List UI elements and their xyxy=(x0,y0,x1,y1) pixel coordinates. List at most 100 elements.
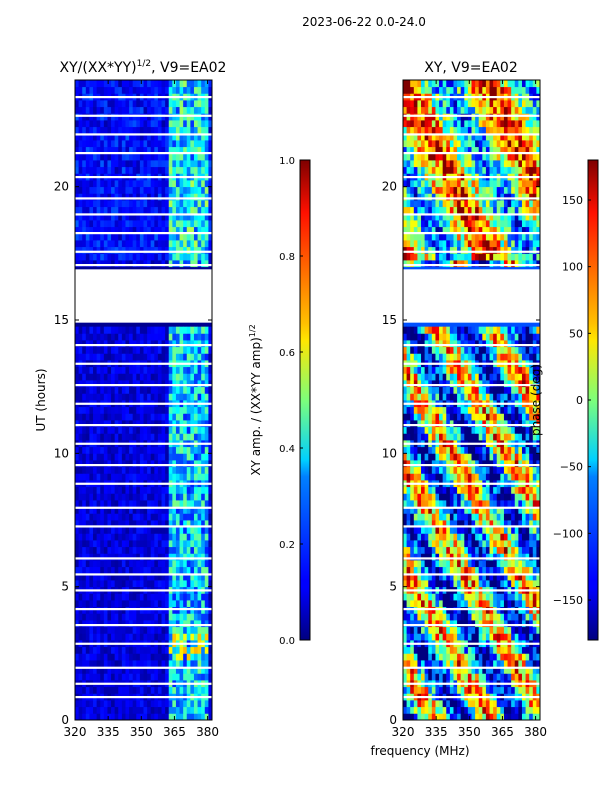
heatmap-cell xyxy=(204,153,209,161)
heatmap-cell xyxy=(482,493,487,501)
heatmap-cell xyxy=(521,553,526,561)
heatmap-cell xyxy=(503,646,508,654)
heatmap-cell xyxy=(453,633,458,641)
heatmap-cell xyxy=(139,353,144,361)
heatmap-cell xyxy=(150,200,155,208)
heatmap-cell xyxy=(208,560,212,568)
heatmap-cell xyxy=(129,246,134,254)
heatmap-cell xyxy=(129,213,134,221)
heatmap-cell xyxy=(168,393,173,401)
heatmap-cell xyxy=(172,573,177,581)
heatmap-cell xyxy=(204,700,209,708)
heatmap-cell xyxy=(136,166,141,174)
heatmap-cell xyxy=(208,706,212,714)
heatmap-cell xyxy=(518,573,523,581)
heatmap-cell xyxy=(435,453,440,461)
heatmap-cell xyxy=(161,80,166,88)
heatmap-cell xyxy=(100,506,105,514)
heatmap-cell xyxy=(193,160,198,168)
heatmap-cell xyxy=(475,573,480,581)
heatmap-cell xyxy=(453,580,458,588)
heatmap-cell xyxy=(147,106,152,114)
heatmap-cell xyxy=(201,493,206,501)
heatmap-cell xyxy=(193,346,198,354)
heatmap-cell xyxy=(500,686,505,694)
heatmap-cell xyxy=(75,353,80,361)
heatmap-cell xyxy=(471,446,476,454)
heatmap-cell xyxy=(518,606,523,614)
heatmap-cell xyxy=(129,560,134,568)
heatmap-cell xyxy=(532,633,537,641)
heatmap-cell xyxy=(410,446,415,454)
heatmap-cell xyxy=(96,406,101,414)
heatmap-cell xyxy=(190,666,195,674)
heatmap-cell xyxy=(500,666,505,674)
heatmap-cell xyxy=(136,580,141,588)
heatmap-cell xyxy=(406,620,411,628)
heatmap-cell xyxy=(165,326,170,334)
heatmap-cell xyxy=(157,140,162,148)
heatmap-cell xyxy=(172,620,177,628)
heatmap-cell xyxy=(154,333,159,341)
heatmap-cell xyxy=(482,660,487,668)
heatmap-cell xyxy=(93,86,98,94)
heatmap-cell xyxy=(157,106,162,114)
heatmap-cell xyxy=(175,380,180,388)
heatmap-cell xyxy=(208,80,212,88)
heatmap-cell xyxy=(471,646,476,654)
heatmap-cell xyxy=(82,420,87,428)
heatmap-cell xyxy=(82,393,87,401)
heatmap-cell xyxy=(190,653,195,661)
heatmap-cell xyxy=(121,526,126,534)
heatmap-cell xyxy=(125,120,130,128)
heatmap-cell xyxy=(186,193,191,201)
heatmap-cell xyxy=(154,346,159,354)
heatmap-cell xyxy=(85,120,90,128)
heatmap-cell xyxy=(111,386,116,394)
heatmap-cell xyxy=(424,500,429,508)
heatmap-cell xyxy=(111,446,116,454)
heatmap-cell xyxy=(111,246,116,254)
heatmap-cell xyxy=(85,186,90,194)
heatmap-cell xyxy=(89,120,94,128)
heatmap-cell xyxy=(428,546,433,554)
heatmap-cell xyxy=(428,520,433,528)
heatmap-cell xyxy=(183,226,188,234)
heatmap-cell xyxy=(89,420,94,428)
heatmap-cell xyxy=(89,340,94,348)
heatmap-cell xyxy=(417,580,422,588)
heatmap-cell xyxy=(507,553,512,561)
heatmap-cell xyxy=(514,560,519,568)
heatmap-cell xyxy=(118,146,123,154)
heatmap-cell xyxy=(457,613,462,621)
heatmap-cell xyxy=(500,446,505,454)
heatmap-cell xyxy=(208,546,212,554)
heatmap-cell xyxy=(190,133,195,141)
heatmap-cell xyxy=(139,340,144,348)
heatmap-cell xyxy=(93,226,98,234)
heatmap-cell xyxy=(89,86,94,94)
heatmap-cell xyxy=(190,386,195,394)
heatmap-cell xyxy=(442,500,447,508)
heatmap-cell xyxy=(186,700,191,708)
heatmap-cell xyxy=(103,100,108,108)
heatmap-cell xyxy=(410,606,415,614)
gap-line xyxy=(75,197,212,200)
heatmap-cell xyxy=(161,506,166,514)
heatmap-cell xyxy=(201,433,206,441)
heatmap-cell xyxy=(93,220,98,228)
heatmap-cell xyxy=(150,240,155,248)
heatmap-cell xyxy=(82,653,87,661)
heatmap-cell xyxy=(500,573,505,581)
heatmap-cell xyxy=(449,633,454,641)
heatmap-cell xyxy=(197,646,202,654)
heatmap-cell xyxy=(103,340,108,348)
heatmap-cell xyxy=(175,186,180,194)
heatmap-cell xyxy=(150,373,155,381)
heatmap-cell xyxy=(147,333,152,341)
heatmap-cell xyxy=(125,673,130,681)
heatmap-cell xyxy=(143,333,148,341)
heatmap-cell xyxy=(496,566,501,574)
heatmap-cell xyxy=(114,386,119,394)
heatmap-cell xyxy=(125,133,130,141)
